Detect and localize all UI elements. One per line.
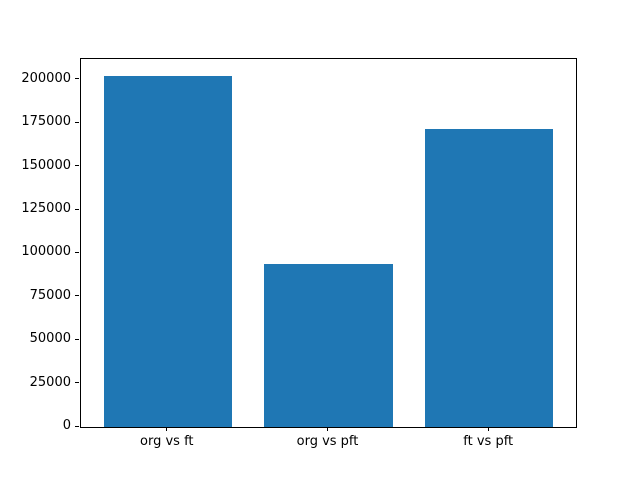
y-tick-label: 175000 <box>21 114 71 130</box>
y-tick-mark <box>75 121 79 123</box>
x-tick-mark <box>166 427 168 431</box>
y-tick-mark <box>75 295 79 297</box>
y-tick-label: 100000 <box>21 244 71 260</box>
y-tick-mark <box>75 338 79 340</box>
plot-area <box>80 58 577 428</box>
y-tick-label: 75000 <box>29 287 71 303</box>
y-tick-label: 150000 <box>21 157 71 173</box>
y-tick-label: 200000 <box>21 70 71 86</box>
y-tick-mark <box>75 165 79 167</box>
bar-ft-vs-pft <box>424 129 554 427</box>
x-tick-mark <box>487 427 489 431</box>
x-tick-label: org vs pft <box>296 434 359 449</box>
bar-org-vs-ft <box>103 76 233 427</box>
y-tick-mark <box>75 208 79 210</box>
y-tick-label: 0 <box>62 418 71 433</box>
y-tick-mark <box>75 78 79 80</box>
x-tick-label: org vs ft <box>140 434 194 449</box>
y-tick-mark <box>75 425 79 427</box>
y-tick-label: 25000 <box>29 374 71 390</box>
y-tick-label: 125000 <box>21 201 71 217</box>
x-tick-label: ft vs pft <box>463 434 514 449</box>
y-tick-mark <box>75 382 79 384</box>
y-tick-mark <box>75 251 79 253</box>
bar-org-vs-pft <box>264 263 393 427</box>
y-tick-label: 50000 <box>29 331 71 347</box>
x-tick-mark <box>327 427 328 431</box>
